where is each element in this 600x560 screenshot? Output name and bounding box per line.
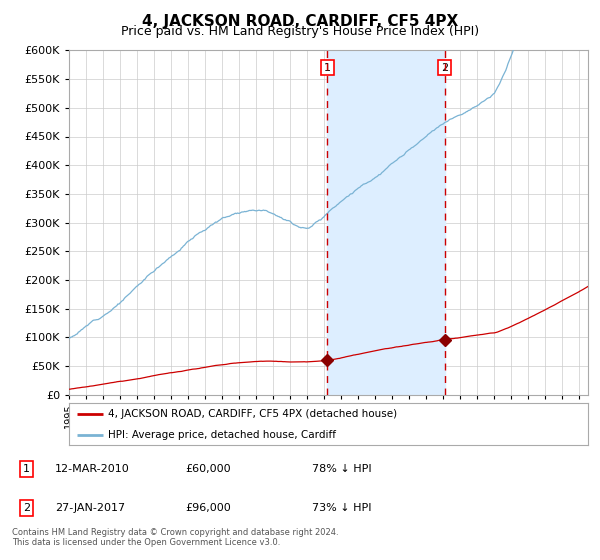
- Text: Price paid vs. HM Land Registry's House Price Index (HPI): Price paid vs. HM Land Registry's House …: [121, 25, 479, 38]
- Text: 27-JAN-2017: 27-JAN-2017: [55, 503, 125, 513]
- Text: £96,000: £96,000: [185, 503, 230, 513]
- Text: 4, JACKSON ROAD, CARDIFF, CF5 4PX (detached house): 4, JACKSON ROAD, CARDIFF, CF5 4PX (detac…: [108, 409, 397, 419]
- Text: Contains HM Land Registry data © Crown copyright and database right 2024.
This d: Contains HM Land Registry data © Crown c…: [12, 528, 338, 547]
- Text: HPI: Average price, detached house, Cardiff: HPI: Average price, detached house, Card…: [108, 430, 336, 440]
- Text: 4, JACKSON ROAD, CARDIFF, CF5 4PX: 4, JACKSON ROAD, CARDIFF, CF5 4PX: [142, 14, 458, 29]
- Text: 78% ↓ HPI: 78% ↓ HPI: [311, 464, 371, 474]
- Text: 12-MAR-2010: 12-MAR-2010: [55, 464, 130, 474]
- Text: 73% ↓ HPI: 73% ↓ HPI: [311, 503, 371, 513]
- Bar: [328, 50, 445, 395]
- Text: 2: 2: [23, 503, 30, 513]
- Text: 2: 2: [441, 63, 448, 73]
- Text: 1: 1: [23, 464, 30, 474]
- Text: £60,000: £60,000: [185, 464, 230, 474]
- Text: 1: 1: [324, 63, 331, 73]
